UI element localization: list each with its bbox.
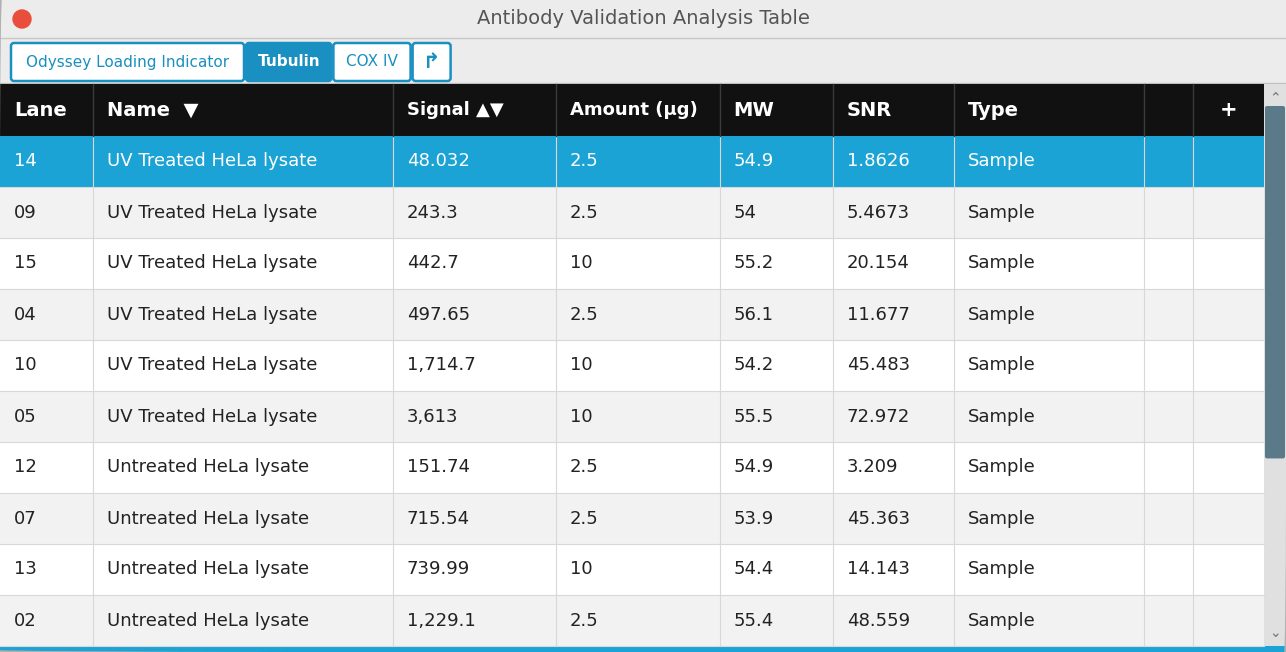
Text: 02: 02 <box>14 612 37 629</box>
Text: 1.8626: 1.8626 <box>846 153 909 171</box>
FancyBboxPatch shape <box>1265 106 1285 458</box>
Text: 10: 10 <box>570 408 593 426</box>
Text: Sample: Sample <box>968 254 1035 273</box>
Text: UV Treated HeLa lysate: UV Treated HeLa lysate <box>107 408 318 426</box>
Text: 2.5: 2.5 <box>570 153 599 171</box>
Text: 54: 54 <box>733 203 756 222</box>
Text: Tubulin: Tubulin <box>257 55 320 70</box>
Text: 3.209: 3.209 <box>846 458 899 477</box>
Text: 55.4: 55.4 <box>733 612 774 629</box>
Text: 15: 15 <box>14 254 37 273</box>
Text: 10: 10 <box>570 254 593 273</box>
Text: ⌄: ⌄ <box>1269 626 1281 640</box>
Bar <box>0 340 1264 391</box>
FancyBboxPatch shape <box>413 43 450 81</box>
Text: 55.5: 55.5 <box>733 408 774 426</box>
Bar <box>1264 84 1286 646</box>
Text: ↱: ↱ <box>423 52 440 72</box>
Text: 54.9: 54.9 <box>733 458 774 477</box>
Text: 53.9: 53.9 <box>733 509 774 527</box>
Text: 715.54: 715.54 <box>406 509 469 527</box>
Bar <box>0 595 1264 646</box>
Text: 1,714.7: 1,714.7 <box>406 357 476 374</box>
Text: Untreated HeLa lysate: Untreated HeLa lysate <box>107 561 309 578</box>
Text: ⌃: ⌃ <box>1269 90 1281 104</box>
Bar <box>0 84 1264 136</box>
Text: Sample: Sample <box>968 203 1035 222</box>
FancyBboxPatch shape <box>246 43 332 81</box>
Text: Untreated HeLa lysate: Untreated HeLa lysate <box>107 612 309 629</box>
Text: 2.5: 2.5 <box>570 458 599 477</box>
Text: Untreated HeLa lysate: Untreated HeLa lysate <box>107 509 309 527</box>
Bar <box>0 544 1264 595</box>
Text: 07: 07 <box>14 509 37 527</box>
Bar <box>0 289 1264 340</box>
Text: 55.2: 55.2 <box>733 254 774 273</box>
Text: 1,229.1: 1,229.1 <box>406 612 476 629</box>
Text: 739.99: 739.99 <box>406 561 469 578</box>
Text: 13: 13 <box>14 561 37 578</box>
Text: Untreated HeLa lysate: Untreated HeLa lysate <box>107 458 309 477</box>
Text: UV Treated HeLa lysate: UV Treated HeLa lysate <box>107 306 318 323</box>
Text: Antibody Validation Analysis Table: Antibody Validation Analysis Table <box>477 10 809 29</box>
Text: 04: 04 <box>14 306 37 323</box>
Text: 3,613: 3,613 <box>406 408 458 426</box>
Text: Sample: Sample <box>968 357 1035 374</box>
Text: UV Treated HeLa lysate: UV Treated HeLa lysate <box>107 203 318 222</box>
Text: UV Treated HeLa lysate: UV Treated HeLa lysate <box>107 254 318 273</box>
Text: 2.5: 2.5 <box>570 306 599 323</box>
Text: UV Treated HeLa lysate: UV Treated HeLa lysate <box>107 153 318 171</box>
Text: 2.5: 2.5 <box>570 203 599 222</box>
Text: 10: 10 <box>570 357 593 374</box>
Text: 2.5: 2.5 <box>570 509 599 527</box>
Text: Signal ▲▼: Signal ▲▼ <box>406 101 503 119</box>
Text: 54.4: 54.4 <box>733 561 774 578</box>
Text: +: + <box>1220 100 1237 120</box>
Bar <box>0 442 1264 493</box>
Text: Name  ▼: Name ▼ <box>107 100 198 119</box>
Text: Sample: Sample <box>968 612 1035 629</box>
Text: 14: 14 <box>14 153 37 171</box>
Text: 20.154: 20.154 <box>846 254 909 273</box>
Text: 14.143: 14.143 <box>846 561 909 578</box>
Text: 10: 10 <box>14 357 36 374</box>
Text: Sample: Sample <box>968 306 1035 323</box>
Bar <box>0 493 1264 544</box>
Text: Lane: Lane <box>14 100 67 119</box>
Text: 11.677: 11.677 <box>846 306 909 323</box>
Bar <box>0 0 1286 38</box>
Text: 2.5: 2.5 <box>570 612 599 629</box>
Text: 56.1: 56.1 <box>733 306 773 323</box>
Bar <box>0 646 1286 652</box>
Text: COX IV: COX IV <box>346 55 397 70</box>
Text: 5.4673: 5.4673 <box>846 203 910 222</box>
Text: Odyssey Loading Indicator: Odyssey Loading Indicator <box>26 55 229 70</box>
Text: 442.7: 442.7 <box>406 254 458 273</box>
Text: MW: MW <box>733 100 774 119</box>
Text: 54.9: 54.9 <box>733 153 774 171</box>
Text: Sample: Sample <box>968 561 1035 578</box>
Text: 45.363: 45.363 <box>846 509 910 527</box>
Text: Amount (µg): Amount (µg) <box>570 101 698 119</box>
Text: 10: 10 <box>570 561 593 578</box>
Text: 497.65: 497.65 <box>406 306 469 323</box>
Text: 151.74: 151.74 <box>406 458 469 477</box>
Text: Type: Type <box>968 100 1019 119</box>
Text: 05: 05 <box>14 408 37 426</box>
Text: 72.972: 72.972 <box>846 408 910 426</box>
FancyBboxPatch shape <box>12 43 244 81</box>
Text: 243.3: 243.3 <box>406 203 458 222</box>
Text: Sample: Sample <box>968 153 1035 171</box>
Text: 45.483: 45.483 <box>846 357 910 374</box>
Bar <box>0 187 1264 238</box>
Text: Sample: Sample <box>968 458 1035 477</box>
Text: 48.559: 48.559 <box>846 612 910 629</box>
Text: 54.2: 54.2 <box>733 357 774 374</box>
Text: SNR: SNR <box>846 100 892 119</box>
FancyBboxPatch shape <box>333 43 410 81</box>
Text: 12: 12 <box>14 458 37 477</box>
Text: 48.032: 48.032 <box>406 153 469 171</box>
Bar <box>0 136 1264 187</box>
Text: Sample: Sample <box>968 509 1035 527</box>
